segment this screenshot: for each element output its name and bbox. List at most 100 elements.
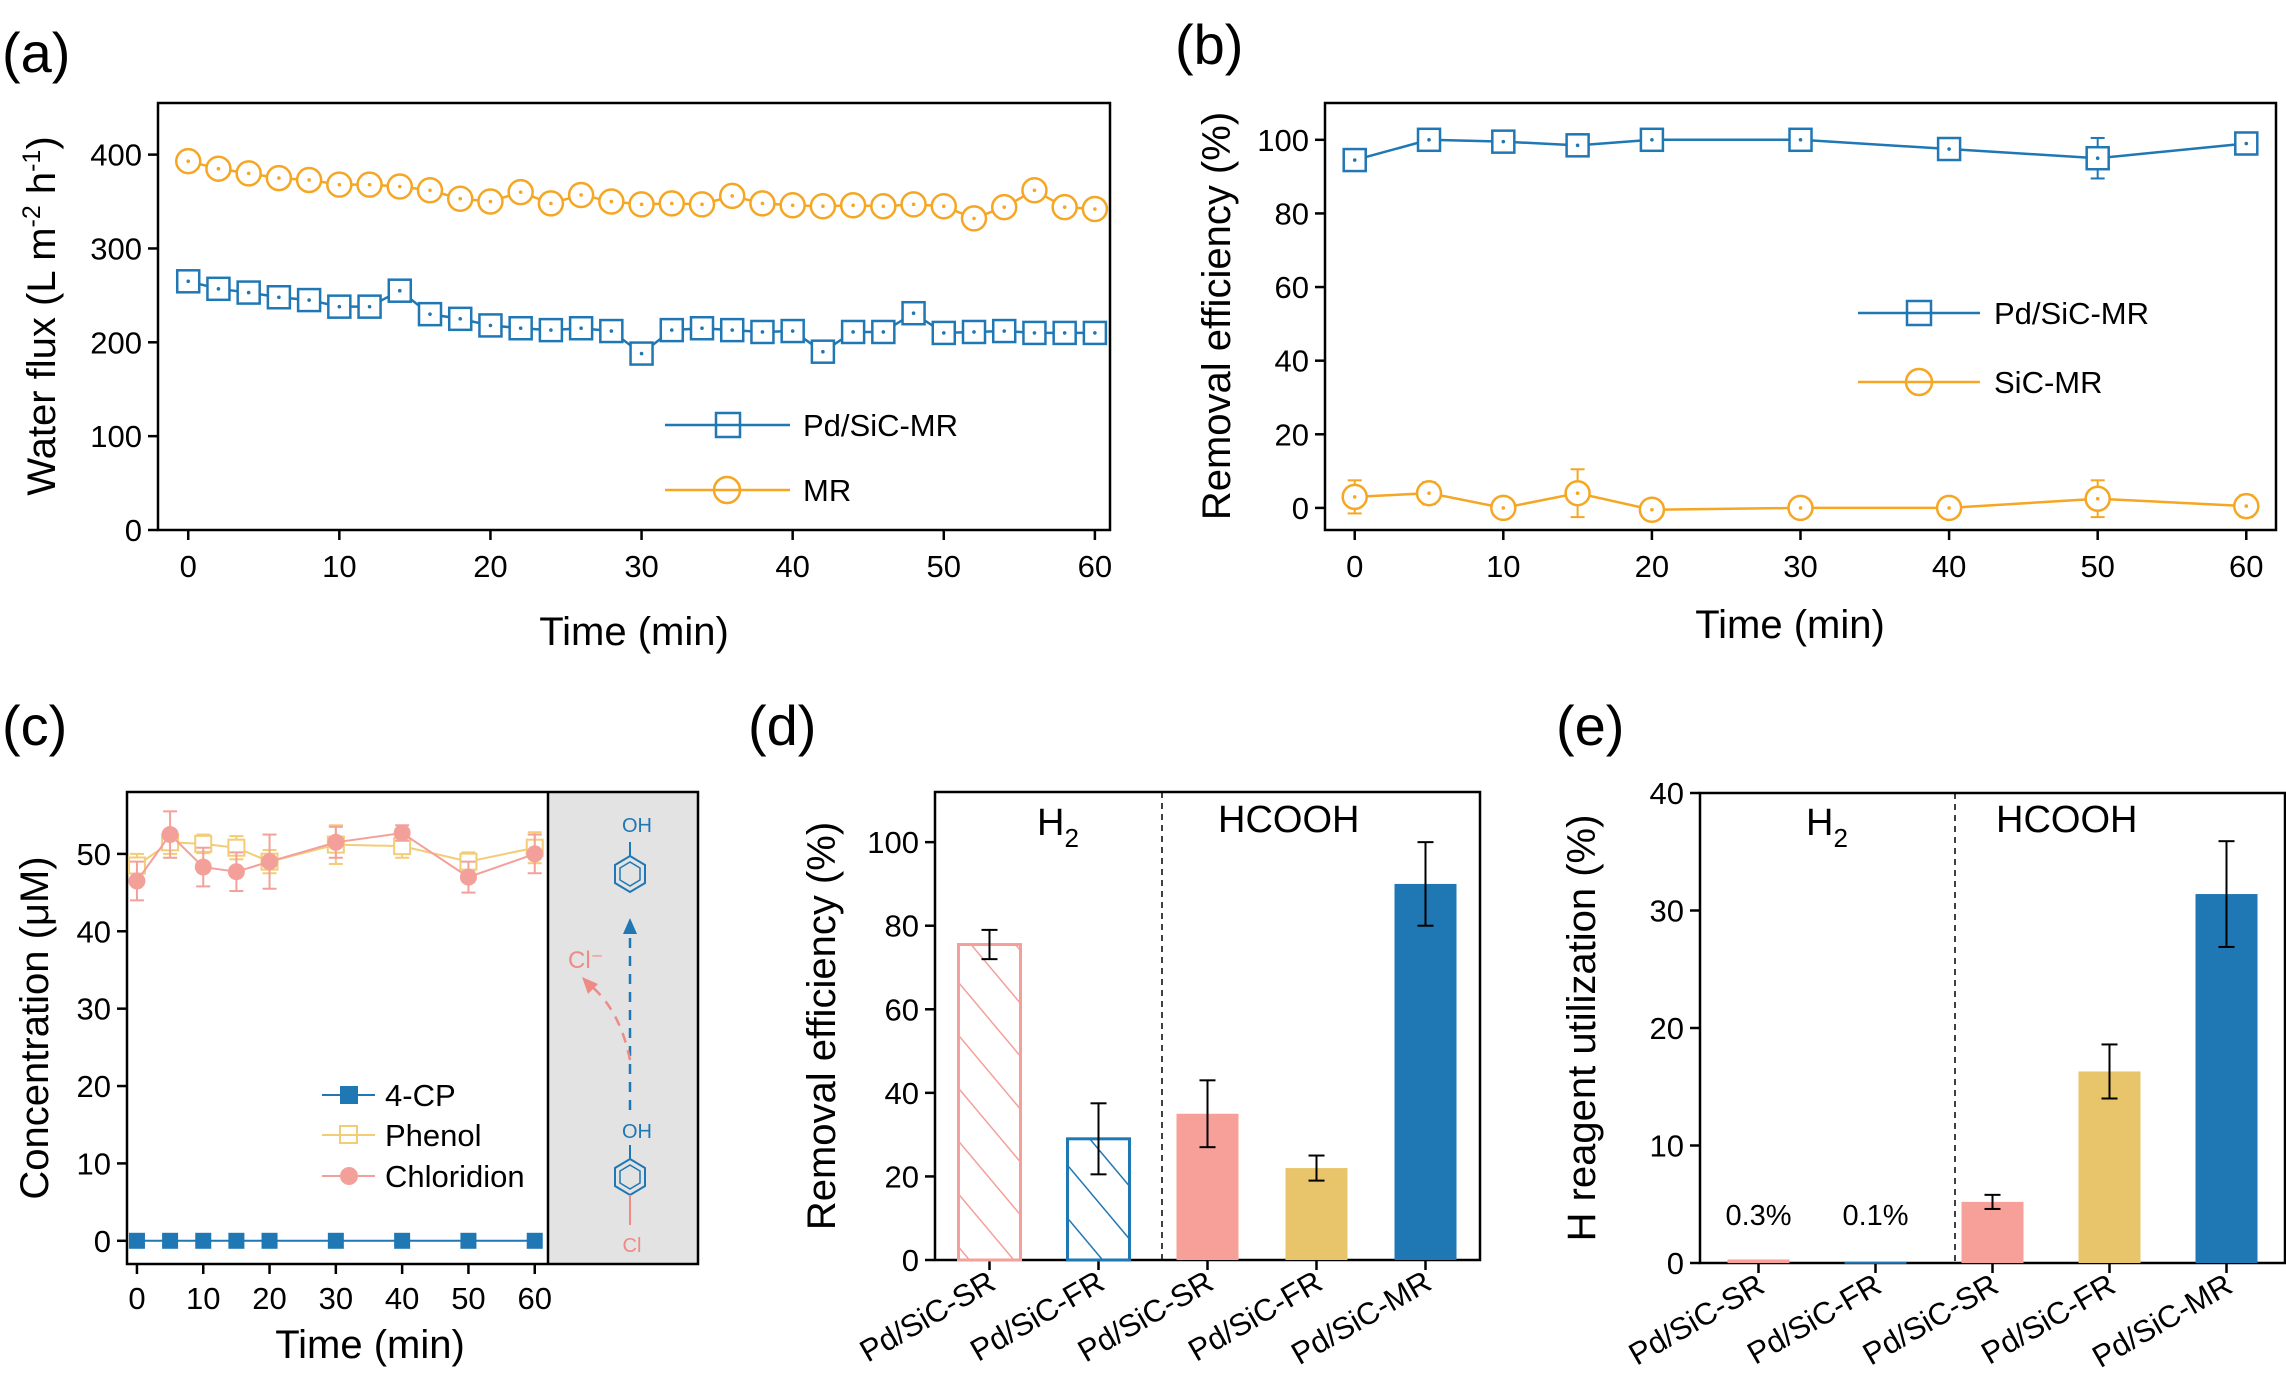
data-point-center	[1650, 507, 1654, 512]
panel-e-chart: 010203040Pd/SiC-SRPd/SiC-FRPd/SiC-SRPd/S…	[1560, 776, 2286, 1375]
axes: 010203040Pd/SiC-SRPd/SiC-FRPd/SiC-SRPd/S…	[1623, 776, 2238, 1375]
y-tick-label: 30	[77, 992, 111, 1027]
y-tick-label: 100	[867, 825, 919, 860]
data-point-center	[911, 311, 916, 316]
x-tick-label: 0	[180, 549, 197, 584]
panel-d-chart: 020406080100Pd/SiC-SRPd/SiC-FRPd/SiC-SRP…	[800, 790, 1482, 1372]
y-tick-label: 100	[90, 419, 142, 454]
data-point-center	[821, 349, 825, 354]
data-point-center	[186, 279, 191, 284]
data-point-center	[277, 295, 281, 300]
group-label-h2: H2	[1806, 802, 1848, 853]
data-point-center	[549, 328, 553, 332]
bar	[1394, 883, 1457, 1260]
data-point-center	[367, 182, 372, 187]
y-tick-label: 20	[77, 1069, 111, 1104]
x-tick-label: 40	[385, 1281, 419, 1316]
data-point-center	[790, 203, 795, 208]
y-axis-title: H reagent utilization (%)	[1560, 815, 1604, 1242]
x-tick-label: 30	[1783, 549, 1817, 584]
x-tick-label: 40	[775, 549, 809, 584]
scheme-background	[548, 792, 698, 1264]
panel-c-chart: 0 10 20 30 40 50 60 0 10 20 30 40 50 Time (min) Conc…	[13, 790, 700, 1367]
x-tick-label: 10	[322, 549, 356, 584]
data-point-center	[397, 288, 402, 293]
bar	[2078, 1071, 2141, 1263]
x-tick-label: 20	[1635, 549, 1669, 584]
data-point-center	[337, 304, 342, 309]
data-point-center	[1427, 138, 1431, 142]
phenol-structure-icon	[614, 842, 646, 894]
y-axis-title: Removal efficiency (%)	[800, 822, 844, 1230]
x-tick-label: Pd/SiC-SR	[1857, 1267, 2004, 1372]
data-point-center	[730, 194, 735, 198]
legend-label-pd-sic-mr: Pd/SiC-MR	[803, 408, 958, 443]
4cp-structure-icon	[614, 1145, 646, 1225]
y-tick-label: 0	[94, 1224, 111, 1259]
y-tick-label: 60	[1275, 270, 1309, 305]
bar-value-label: 0.3%	[1725, 1200, 1791, 1232]
data-point-center	[488, 199, 493, 204]
legend-marker-pd-sic-mr	[1905, 299, 1933, 327]
chloride-release-arrow	[589, 984, 632, 1061]
data-point-center	[1427, 491, 1431, 495]
y-tick-label: 30	[1650, 894, 1684, 929]
data-point	[228, 1232, 245, 1249]
data-point-center	[246, 290, 251, 295]
panel-label-e: (e)	[1556, 694, 1624, 757]
data-point-center	[941, 204, 946, 209]
data-point-center	[972, 330, 976, 334]
bar	[1727, 1259, 1790, 1263]
y-tick-label: 0	[125, 513, 142, 548]
data-point-center	[458, 196, 463, 201]
data-point	[394, 1232, 411, 1249]
data-point-center	[307, 178, 311, 182]
data-point-center	[186, 159, 191, 163]
data-point	[162, 1232, 179, 1249]
data-point-center	[1002, 205, 1007, 209]
x-tick-label: 0	[128, 1281, 145, 1316]
data-point-center	[639, 202, 644, 207]
data-point	[128, 872, 146, 890]
data-point-center	[488, 323, 493, 328]
y-tick-label: 0	[1667, 1246, 1684, 1281]
plot-frame	[156, 101, 1112, 532]
legend-marker-mr	[712, 475, 742, 505]
x-tick-label: Pd/SiC-SR	[1623, 1267, 1770, 1372]
data-point-center	[1002, 329, 1007, 333]
x-tick-label: 40	[1932, 549, 1966, 584]
bar	[957, 943, 1022, 1262]
data-point-center	[1062, 331, 1067, 335]
x-tick-label: 10	[186, 1281, 220, 1316]
data-point-center	[669, 328, 674, 332]
data-point-center	[549, 201, 553, 206]
bar	[1961, 1201, 2024, 1263]
x-axis-title: Time (min)	[275, 1323, 465, 1367]
data-point-center	[2095, 156, 2100, 161]
y-tick-label: 40	[1275, 344, 1309, 379]
group-label-hcooh: HCOOH	[1218, 799, 1359, 841]
y-tick-label: 10	[1650, 1129, 1684, 1164]
data-point-center	[760, 330, 765, 334]
data-point-center	[1947, 147, 1951, 151]
phenol-oh-label: OH	[622, 815, 652, 837]
data-point-center	[1501, 506, 1506, 510]
x-axis-title: Time (min)	[1695, 603, 1885, 647]
axes: 020406080100Pd/SiC-SRPd/SiC-FRPd/SiC-SRP…	[854, 825, 1437, 1371]
data-point-center	[1093, 207, 1097, 211]
y-tick-label: 80	[885, 909, 919, 944]
data-point-center	[1352, 495, 1357, 499]
x-tick-label: 60	[1078, 549, 1112, 584]
data-point-center	[700, 202, 704, 207]
data-point-center	[911, 202, 916, 207]
data-point-center	[579, 193, 583, 197]
data-point	[459, 868, 477, 886]
x-tick-label: 30	[319, 1281, 353, 1316]
x-tick-label: 50	[2080, 549, 2114, 584]
data-point	[227, 863, 245, 881]
data-point	[195, 1232, 212, 1249]
data-point-center	[730, 328, 735, 332]
bar	[2195, 894, 2258, 1263]
group-label-hcooh: HCOOH	[1996, 799, 2137, 841]
